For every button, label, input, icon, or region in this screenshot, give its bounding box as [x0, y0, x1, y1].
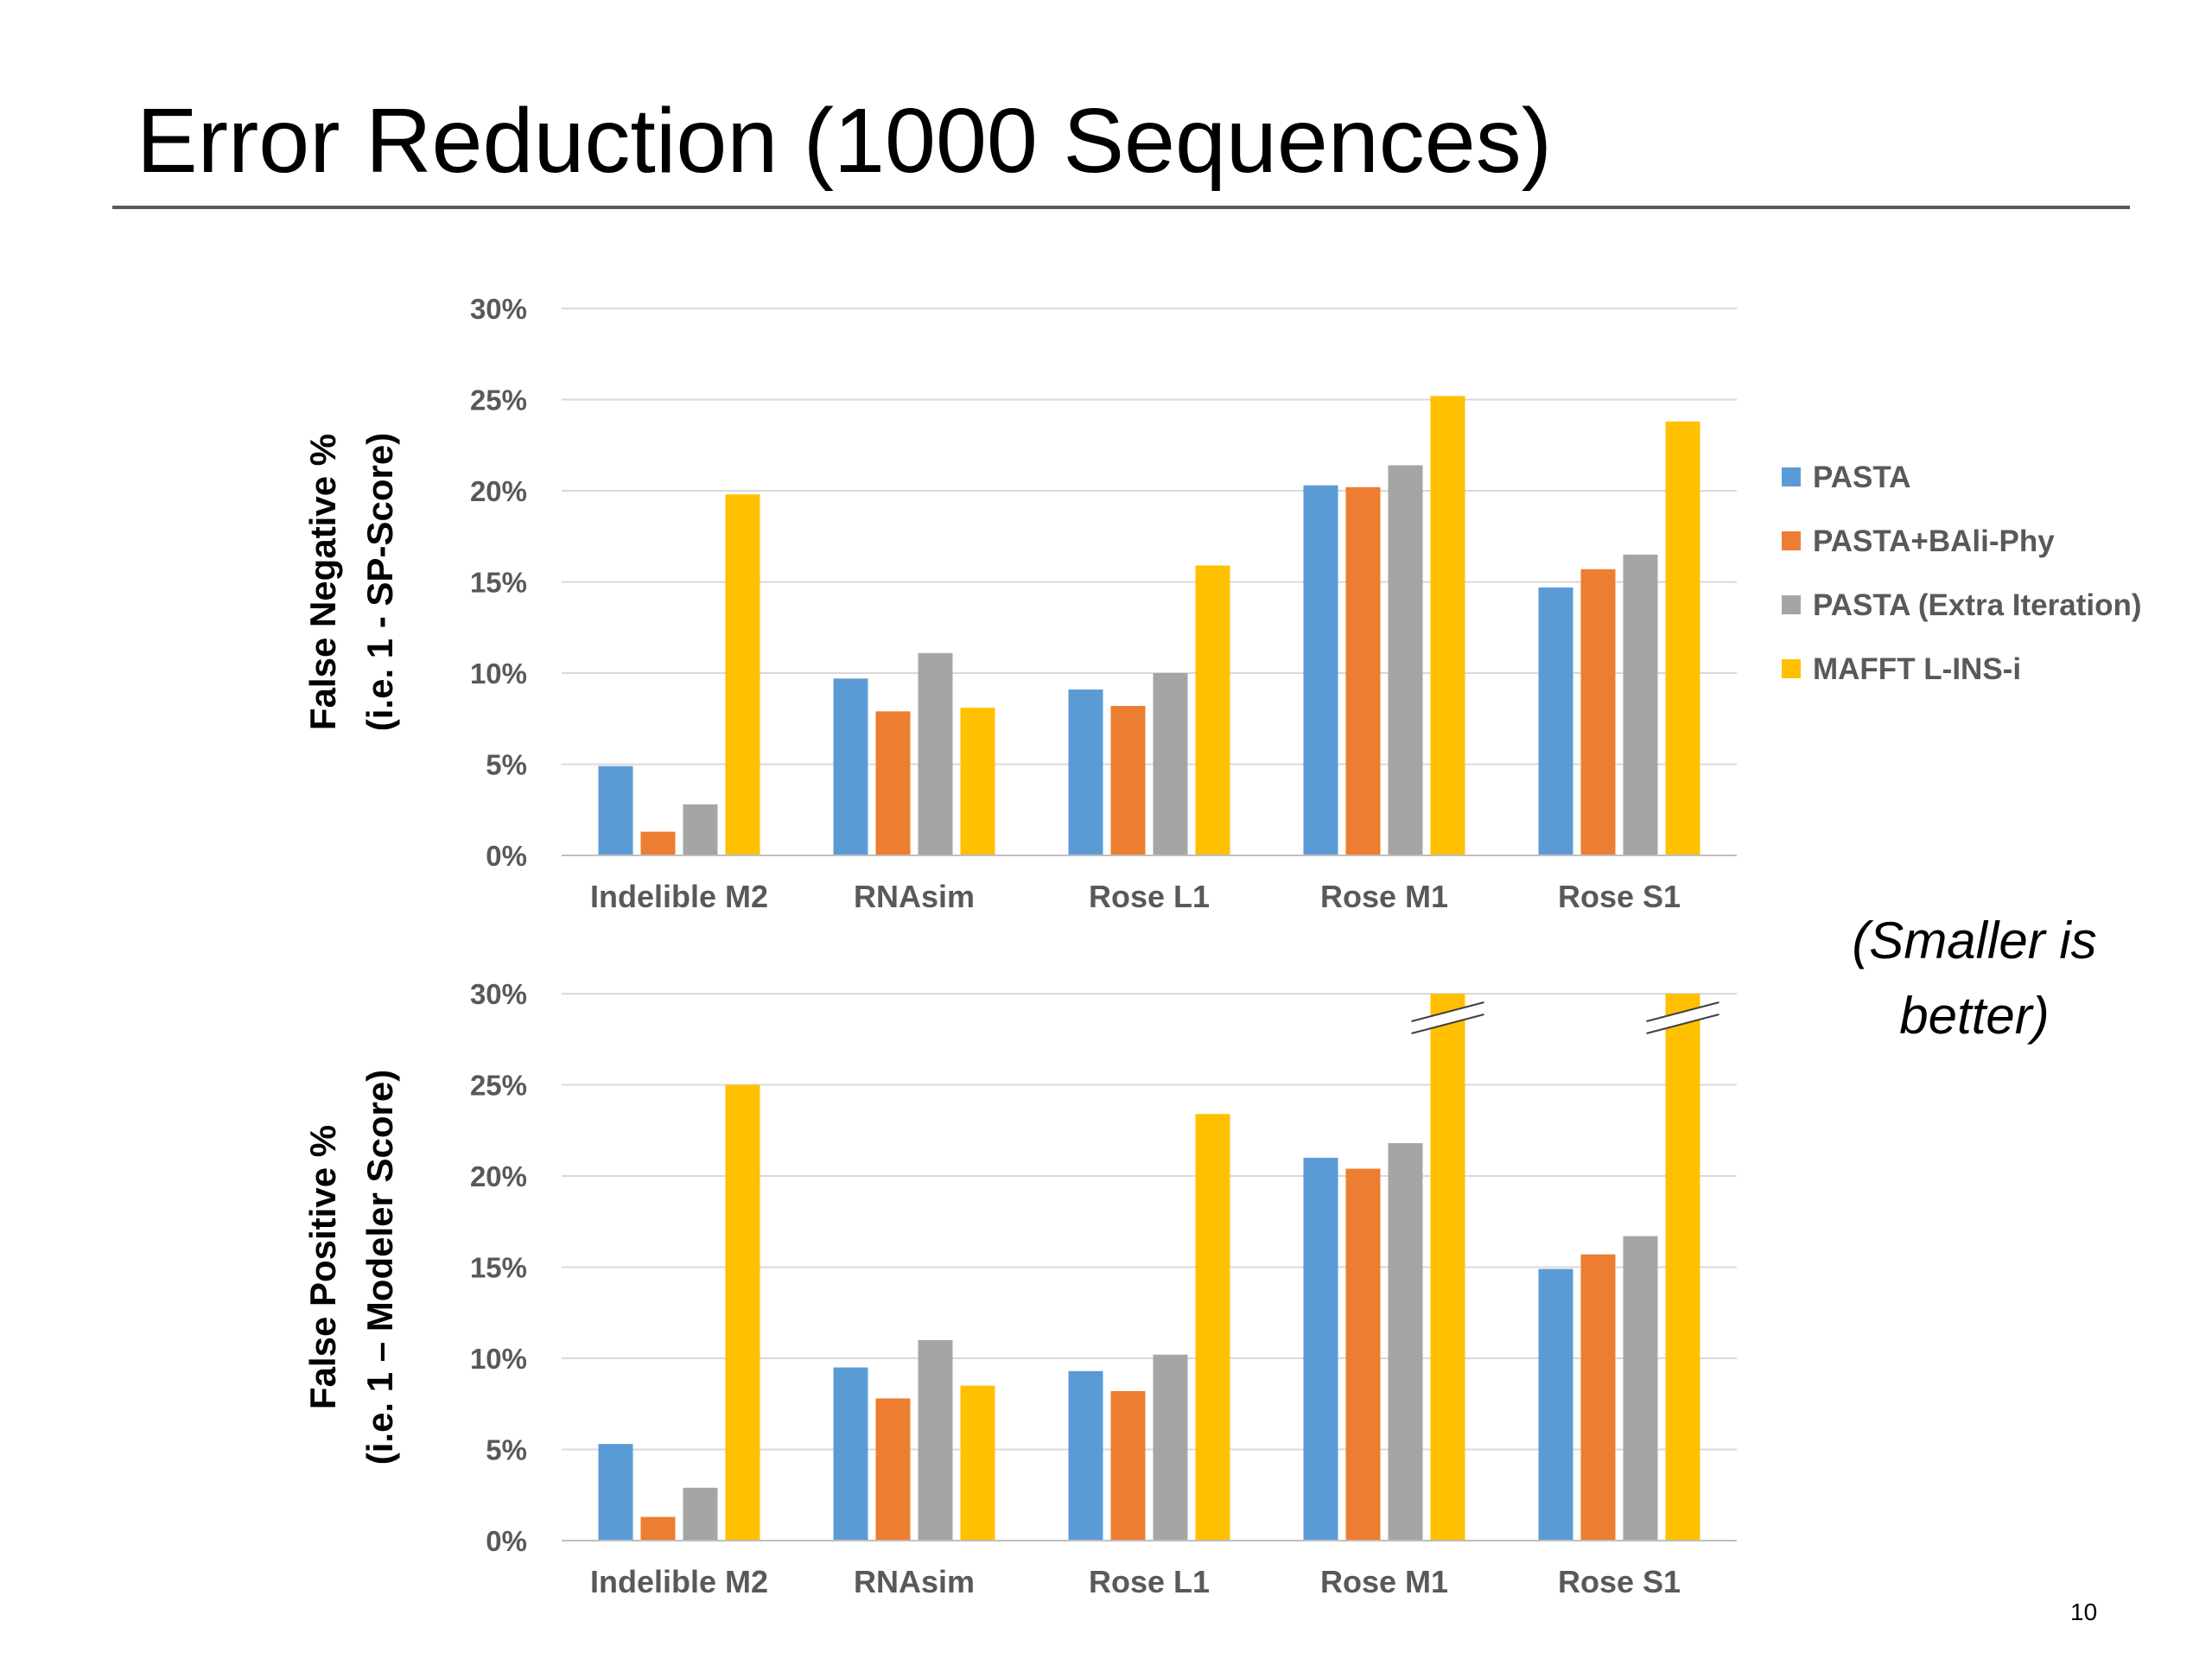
bar-pasta-bali-phy-rose-s1 [1580, 569, 1616, 855]
legend-label-pasta: PASTA [1813, 461, 1910, 494]
bar-pasta-indelible-m2 [598, 766, 633, 855]
legend-swatch-pasta-bali-phy [1782, 531, 1801, 550]
x-tick-label: Rose L1 [1089, 1564, 1210, 1599]
x-tick-label: RNAsim [854, 879, 975, 914]
x-tick-label: Rose S1 [1558, 1564, 1681, 1599]
y-tick-label: 30% [470, 293, 527, 325]
y-axis-label-line-2: (i.e. 1 – Modeler Score) [359, 1070, 400, 1465]
x-tick-label: Rose L1 [1089, 879, 1210, 914]
bar-pasta-bali-phy-indelible-m2 [640, 831, 676, 855]
y-tick-label: 10% [470, 658, 527, 690]
y-tick-label: 15% [470, 567, 527, 599]
y-tick-label: 15% [470, 1252, 527, 1284]
legend-label-pasta-extra-iteration: PASTA (Extra Iteration) [1813, 588, 2142, 622]
bar-pasta-bali-phy-rose-m1 [1345, 486, 1381, 855]
bar-mafft-l-ins-i-rose-s1 [1665, 421, 1700, 855]
axis-break-line [1646, 1014, 1719, 1034]
bar-pasta-extra-iteration-rose-m1 [1388, 1143, 1423, 1541]
legend-swatch-mafft-l-ins-i [1782, 659, 1801, 678]
false-positive-chart: 0% 5% 10% 15% 20% 25% 30% False Positive % (i.e.… [302, 978, 1737, 1599]
bar-pasta-rose-s1 [1538, 1268, 1573, 1541]
title-divider [112, 206, 2130, 209]
false-negative-chart: 0% 5% 10% 15% 20% 25% 30% False Negative % (i.e.… [302, 293, 1737, 914]
bar-pasta-extra-iteration-rose-l1 [1153, 1354, 1188, 1541]
y-axis-label: False Negative % (i.e. 1 - SP-Score) [302, 433, 400, 731]
bar-mafft-l-ins-i-rose-s1 [1665, 994, 1700, 1541]
slide-title: Error Reduction (1000 Sequences) [137, 90, 1553, 192]
x-tick-label: RNAsim [854, 1564, 975, 1599]
bar-pasta-rose-s1 [1538, 587, 1573, 855]
x-tick-label: Indelible M2 [590, 1564, 768, 1599]
y-tick-label: 5% [486, 749, 527, 781]
bar-pasta-bali-phy-rose-m1 [1345, 1168, 1381, 1541]
bar-pasta-rose-l1 [1068, 1370, 1103, 1541]
axis-break-gap [1411, 1002, 1484, 1033]
bar-pasta-extra-iteration-rnasim [918, 652, 953, 855]
y-axis-label-line-2: (i.e. 1 - SP-Score) [359, 433, 400, 731]
legend-swatch-pasta-extra-iteration [1782, 595, 1801, 614]
smaller-is-better-note: (Smaller is better) [1852, 912, 2097, 1045]
legend-label-mafft-l-ins-i: MAFFT L-INS-i [1813, 652, 2021, 686]
y-tick-label: 20% [470, 1160, 527, 1192]
bar-pasta-extra-iteration-rose-s1 [1623, 1236, 1658, 1541]
axis-break-line [1411, 1001, 1484, 1022]
bar-pasta-rnasim [833, 1367, 868, 1541]
bar-pasta-extra-iteration-rose-l1 [1153, 673, 1188, 855]
bar-pasta-indelible-m2 [598, 1444, 633, 1541]
y-tick-label: 0% [486, 840, 527, 872]
bar-pasta-bali-phy-rnasim [875, 1398, 911, 1541]
legend-label-pasta-bali-phy: PASTA+BAli-Phy [1813, 524, 2055, 558]
x-tick-label: Rose M1 [1320, 879, 1448, 914]
bar-mafft-l-ins-i-rnasim [960, 708, 995, 855]
y-tick-label: 20% [470, 475, 527, 507]
y-axis-label-line-1: False Positive % [302, 1125, 343, 1409]
bar-mafft-l-ins-i-rose-m1 [1430, 396, 1465, 855]
y-tick-label: 10% [470, 1343, 527, 1375]
page-number: 10 [2070, 1599, 2098, 1625]
bar-pasta-rose-l1 [1068, 689, 1103, 855]
y-tick-label: 5% [486, 1434, 527, 1466]
axis-break-line [1411, 1014, 1484, 1034]
bar-pasta-rose-m1 [1303, 485, 1338, 855]
x-tick-label: Rose S1 [1558, 879, 1681, 914]
legend: PASTA PASTA+BAli-Phy PASTA (Extra Iteratio… [1782, 461, 2142, 686]
bar-pasta-extra-iteration-rnasim [918, 1339, 953, 1541]
axis-break-line [1646, 1001, 1719, 1022]
x-tick-label: Indelible M2 [590, 879, 768, 914]
y-axis-label-line-1: False Negative % [302, 434, 343, 730]
bar-pasta-extra-iteration-indelible-m2 [683, 1487, 718, 1541]
bar-mafft-l-ins-i-indelible-m2 [725, 1084, 760, 1541]
axis-break-gap [1646, 1002, 1719, 1033]
bar-mafft-l-ins-i-rose-l1 [1195, 1114, 1230, 1541]
y-tick-label: 25% [470, 385, 527, 416]
bar-mafft-l-ins-i-indelible-m2 [725, 494, 760, 855]
x-tick-label: Rose M1 [1320, 1564, 1448, 1599]
bar-pasta-extra-iteration-rose-s1 [1623, 554, 1658, 855]
bar-pasta-rnasim [833, 678, 868, 855]
bar-pasta-bali-phy-rnasim [875, 711, 911, 855]
legend-swatch-pasta [1782, 467, 1801, 486]
bar-mafft-l-ins-i-rose-l1 [1195, 565, 1230, 855]
y-tick-label: 0% [486, 1525, 527, 1557]
bar-pasta-bali-phy-rose-s1 [1580, 1254, 1616, 1541]
bar-mafft-l-ins-i-rnasim [960, 1385, 995, 1541]
bar-pasta-bali-phy-indelible-m2 [640, 1516, 676, 1541]
bar-pasta-bali-phy-rose-l1 [1110, 1390, 1146, 1541]
bar-pasta-extra-iteration-rose-m1 [1388, 465, 1423, 855]
bar-pasta-bali-phy-rose-l1 [1110, 705, 1146, 855]
y-tick-label: 30% [470, 978, 527, 1010]
y-axis-label: False Positive % (i.e. 1 – Modeler Score) [302, 1070, 400, 1465]
bar-pasta-rose-m1 [1303, 1157, 1338, 1541]
bar-pasta-extra-iteration-indelible-m2 [683, 804, 718, 855]
bar-mafft-l-ins-i-rose-m1 [1430, 994, 1465, 1541]
y-tick-label: 25% [470, 1070, 527, 1102]
